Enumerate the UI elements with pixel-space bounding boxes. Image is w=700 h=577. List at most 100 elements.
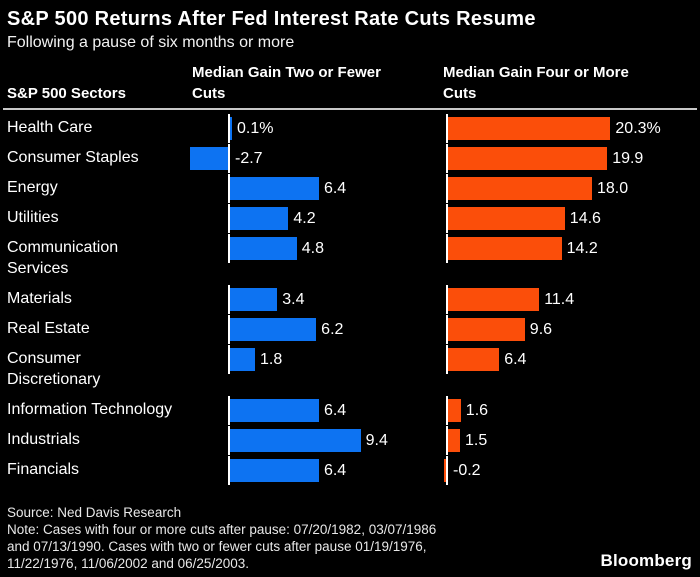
sector-label: Health Care: [7, 119, 93, 136]
baseline-tick: [446, 174, 448, 203]
value-label: 20.3%: [615, 120, 661, 137]
sector-label: Information Technology: [7, 401, 173, 418]
note-line: 11/22/1976, 11/06/2002 and 06/25/2003.: [7, 556, 249, 571]
baseline-tick: [446, 114, 448, 143]
baseline-tick: [446, 285, 448, 314]
table-row: Real Estate 6.2 9.6: [0, 314, 700, 344]
baseline-tick: [446, 456, 448, 485]
note-line: and 07/13/1990. Cases with two or fewer …: [7, 539, 427, 554]
baseline-tick: [228, 285, 230, 314]
sector-label: Energy: [7, 179, 58, 196]
bar-four-or-more-cuts: [448, 318, 525, 341]
baseline-tick: [446, 426, 448, 455]
bar-two-or-fewer-cuts: [230, 288, 278, 311]
chart-title: S&P 500 Returns After Fed Interest Rate …: [7, 8, 536, 30]
table-row: Information Technology 6.4 1.6: [0, 395, 700, 425]
bar-two-or-fewer-cuts: [230, 117, 232, 140]
table-row: Consumer Discretionary 1.8 6.4: [0, 344, 700, 395]
value-label: 6.4: [504, 351, 527, 368]
bar-two-or-fewer-cuts: [230, 348, 256, 371]
table-row: Financials 6.4 -0.2: [0, 455, 700, 485]
bar-four-or-more-cuts: [448, 399, 461, 422]
sector-label: Utilities: [7, 209, 59, 226]
bar-two-or-fewer-cuts: [190, 147, 228, 170]
value-label: 1.8: [260, 351, 283, 368]
value-label: 6.4: [323, 402, 347, 419]
value-label: -0.2: [453, 462, 481, 479]
chart-subtitle: Following a pause of six months or more: [7, 34, 295, 51]
bar-two-or-fewer-cuts: [230, 429, 361, 452]
header-separator-line: [3, 108, 697, 110]
value-label: 9.4: [365, 432, 388, 449]
value-label: 6.4: [323, 462, 347, 479]
value-label: 4.2: [293, 210, 316, 227]
value-label: 4.8: [301, 240, 324, 257]
bloomberg-logo: Bloomberg: [600, 551, 692, 570]
column-header-four-or-more-cuts: Median Gain Four or More Cuts: [443, 64, 629, 102]
bar-rows-container: Health Care 0.1% 20.3% Consumer Staples -2.7…: [0, 113, 700, 485]
baseline-tick: [228, 234, 230, 263]
baseline-tick: [228, 315, 230, 344]
bar-two-or-fewer-cuts: [230, 177, 319, 200]
table-row: Materials 3.4 11.4: [0, 284, 700, 314]
baseline-tick: [228, 345, 230, 374]
value-label: 9.6: [529, 321, 553, 338]
value-label: 1.6: [465, 402, 489, 419]
baseline-tick: [228, 204, 230, 233]
table-row: Utilities 4.2 14.6: [0, 203, 700, 233]
baseline-tick: [446, 396, 448, 425]
table-row: Consumer Staples -2.7 19.9: [0, 143, 700, 173]
bar-four-or-more-cuts: [448, 207, 565, 230]
table-row: Industrials 9.4 1.5: [0, 425, 700, 455]
sector-label: Consumer Discretionary: [7, 350, 101, 388]
baseline-tick: [228, 174, 230, 203]
value-label: 1.5: [465, 432, 488, 449]
bar-two-or-fewer-cuts: [230, 207, 289, 230]
column-header-two-or-fewer-cuts: Median Gain Two or Fewer Cuts: [192, 64, 381, 102]
baseline-tick: [446, 204, 448, 233]
value-label: 6.4: [323, 180, 347, 197]
value-label: -2.7: [235, 150, 263, 167]
sector-label: Real Estate: [7, 320, 90, 337]
value-label: 14.6: [569, 210, 601, 227]
bar-four-or-more-cuts: [448, 147, 608, 170]
bar-two-or-fewer-cuts: [230, 237, 297, 260]
value-label: 3.4: [282, 291, 305, 308]
bar-two-or-fewer-cuts: [230, 399, 319, 422]
sector-label: Communication Services: [7, 239, 119, 277]
table-row: Energy 6.4 18.0: [0, 173, 700, 203]
bar-four-or-more-cuts: [448, 177, 592, 200]
baseline-tick: [446, 234, 448, 263]
sector-label: Materials: [7, 290, 72, 307]
baseline-tick: [228, 396, 230, 425]
bar-four-or-more-cuts: [448, 348, 500, 371]
baseline-tick: [446, 144, 448, 173]
bar-four-or-more-cuts: [444, 459, 446, 482]
sector-label: Consumer Staples: [7, 149, 139, 166]
value-label: 19.9: [612, 150, 644, 167]
sector-label: Industrials: [7, 431, 80, 448]
note-line: Note: Cases with four or more cuts after…: [7, 522, 437, 537]
value-label: 14.2: [566, 240, 598, 257]
value-label: 11.4: [544, 291, 575, 308]
baseline-tick: [228, 114, 230, 143]
baseline-tick: [228, 426, 230, 455]
bar-four-or-more-cuts: [448, 288, 540, 311]
value-label: 6.2: [321, 321, 344, 338]
baseline-tick: [228, 456, 230, 485]
bar-four-or-more-cuts: [448, 237, 562, 260]
bar-four-or-more-cuts: [448, 429, 460, 452]
table-row: Communication Services 4.8 14.2: [0, 233, 700, 284]
source-text: Source: Ned Davis Research: [7, 505, 182, 520]
bar-two-or-fewer-cuts: [230, 459, 319, 482]
column-header-sectors: S&P 500 Sectors: [7, 85, 126, 102]
baseline-tick: [228, 144, 230, 173]
value-label: 0.1%: [237, 120, 274, 137]
table-row: Health Care 0.1% 20.3%: [0, 113, 700, 143]
baseline-tick: [446, 345, 448, 374]
bar-four-or-more-cuts: [448, 117, 611, 140]
sector-label: Financials: [7, 461, 80, 478]
bar-two-or-fewer-cuts: [230, 318, 317, 341]
footer: Source: Ned Davis Research Note: Cases w…: [7, 504, 587, 572]
